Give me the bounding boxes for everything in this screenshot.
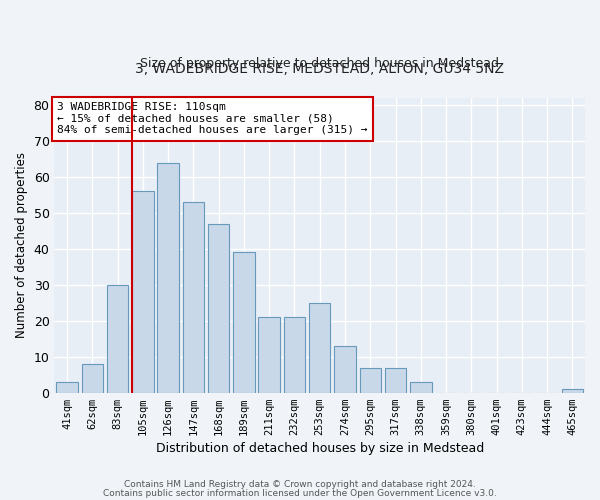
Bar: [82, 364, 103, 392]
Bar: [107, 285, 128, 393]
Bar: [385, 368, 406, 392]
Bar: [208, 224, 229, 392]
Text: Contains public sector information licensed under the Open Government Licence v3: Contains public sector information licen…: [103, 488, 497, 498]
Text: Contains HM Land Registry data © Crown copyright and database right 2024.: Contains HM Land Registry data © Crown c…: [124, 480, 476, 489]
Bar: [562, 389, 583, 392]
Bar: [334, 346, 356, 393]
Text: 3, WADEBRIDGE RISE, MEDSTEAD, ALTON, GU34 5NZ: 3, WADEBRIDGE RISE, MEDSTEAD, ALTON, GU3…: [135, 62, 504, 76]
Bar: [182, 202, 204, 392]
Bar: [410, 382, 431, 392]
X-axis label: Distribution of detached houses by size in Medstead: Distribution of detached houses by size …: [155, 442, 484, 455]
Bar: [233, 252, 254, 392]
Text: 3 WADEBRIDGE RISE: 110sqm
← 15% of detached houses are smaller (58)
84% of semi-: 3 WADEBRIDGE RISE: 110sqm ← 15% of detac…: [57, 102, 368, 136]
Bar: [359, 368, 381, 392]
Bar: [259, 317, 280, 392]
Bar: [309, 303, 331, 392]
Bar: [157, 162, 179, 392]
Title: Size of property relative to detached houses in Medstead: Size of property relative to detached ho…: [140, 58, 499, 70]
Bar: [56, 382, 78, 392]
Bar: [284, 317, 305, 392]
Y-axis label: Number of detached properties: Number of detached properties: [15, 152, 28, 338]
Bar: [132, 192, 154, 392]
